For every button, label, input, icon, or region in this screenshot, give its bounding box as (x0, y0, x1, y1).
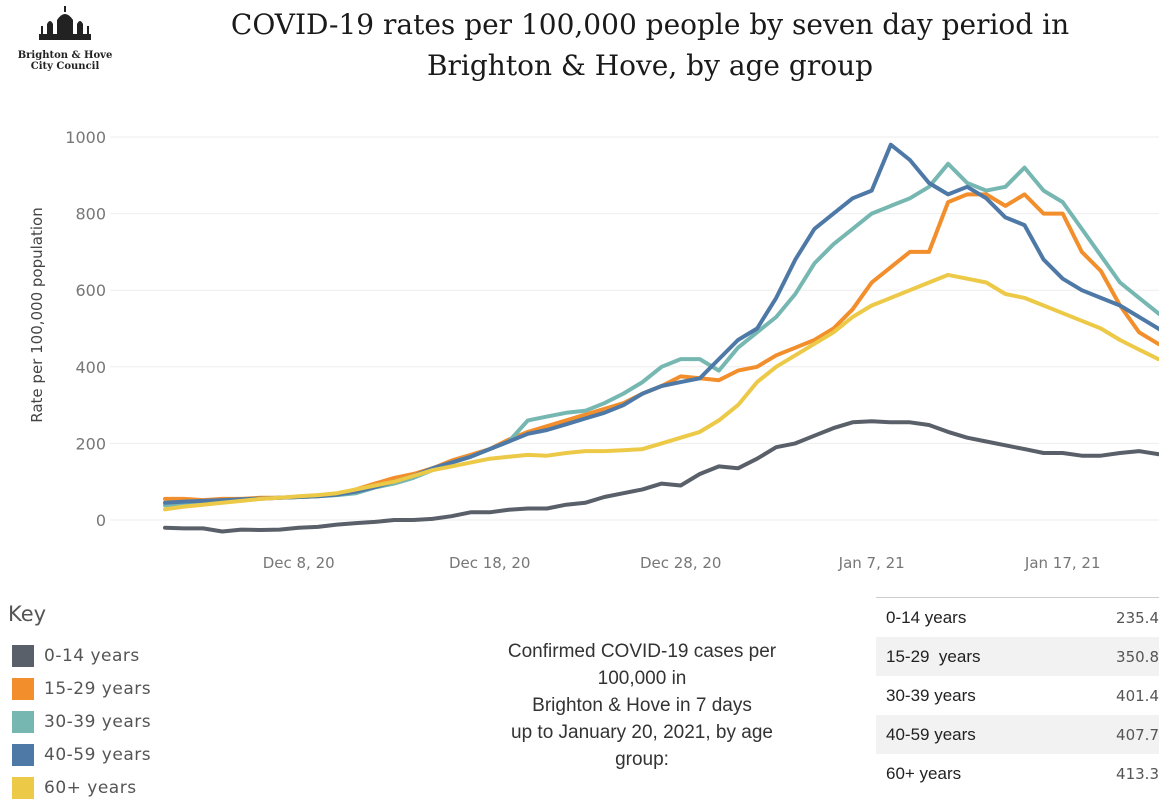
key-swatch (12, 777, 34, 799)
x-tick-label: Dec 28, 20 (640, 554, 722, 572)
key-swatch (12, 711, 34, 733)
x-tick-label: Dec 18, 20 (449, 554, 531, 572)
series-line (163, 192, 1159, 503)
key-label: 60+ years (44, 778, 137, 798)
series-line (163, 161, 1159, 508)
line-chart: 0 200 400 600 800 1000 Dec 8, 20 Dec 18, 20 Dec … (28, 128, 1159, 572)
y-tick-label: 400 (75, 358, 106, 377)
x-tick-label: Jan 7, 21 (838, 554, 905, 572)
rate-group: 30-39 years (886, 685, 976, 705)
rate-value: 407.7 (1116, 725, 1159, 744)
key-swatch (12, 678, 34, 700)
y-tick-label: 0 (96, 511, 106, 530)
y-tick-label: 1000 (65, 128, 106, 147)
key-label: 0-14 years (44, 646, 140, 666)
rates-table: 0-14 years 235.4 15-29 years 350.8 30-39… (876, 597, 1159, 793)
key-label: 30-39 years (44, 712, 152, 732)
key-item: 30-39 years (12, 708, 151, 736)
y-tick-label: 200 (75, 434, 106, 453)
title-line-1: COVID-19 rates per 100,000 people by sev… (230, 8, 1070, 41)
page-title: COVID-19 rates per 100,000 people by sev… (150, 4, 1150, 86)
rate-group: 0-14 years (886, 607, 967, 627)
series-line (163, 142, 1159, 505)
summary-line: 100,000 in (597, 668, 687, 689)
rate-row: 15-29 years 350.8 (876, 637, 1159, 676)
x-tick-label: Jan 17, 21 (1024, 554, 1101, 572)
rate-value: 350.8 (1116, 647, 1159, 666)
logo-text-1: Brighton & Hove (17, 50, 113, 61)
rate-value: 413.3 (1116, 764, 1159, 783)
y-axis-label: Rate per 100,000 population (28, 207, 46, 422)
summary-line: group: (615, 749, 669, 770)
series-line (163, 272, 1159, 512)
rate-group: 60+ years (886, 763, 962, 783)
summary-line: up to January 20, 2021, by age (511, 722, 773, 743)
council-logo: Brighton & Hove City Council (6, 6, 124, 86)
key-label: 15-29 years (44, 679, 152, 699)
y-tick-label: 600 (75, 281, 106, 300)
title-line-2: Brighton & Hove, by age group (426, 49, 874, 82)
summary-line: Brighton & Hove in 7 days (532, 695, 752, 716)
series-line (163, 419, 1159, 534)
rate-value: 401.4 (1116, 686, 1159, 705)
summary-line: Confirmed COVID-19 cases per (507, 641, 777, 662)
key-swatch (12, 744, 34, 766)
rate-row: 0-14 years 235.4 (876, 598, 1159, 637)
x-tick-label: Dec 8, 20 (263, 554, 335, 572)
rate-value: 235.4 (1116, 608, 1159, 627)
rate-group: 40-59 years (886, 724, 976, 744)
council-crest-icon (39, 6, 91, 40)
rate-row: 60+ years 413.3 (876, 754, 1159, 793)
key-item: 0-14 years (12, 642, 140, 670)
rate-row: 30-39 years 401.4 (876, 676, 1159, 715)
key-swatch (12, 645, 34, 667)
key-item: 40-59 years (12, 741, 151, 769)
rate-group: 15-29 years (886, 646, 981, 666)
logo-text-2: City Council (30, 61, 100, 72)
key-title: Key (8, 602, 47, 626)
key-label: 40-59 years (44, 745, 152, 765)
summary-text: Confirmed COVID-19 cases per 100,000 in … (462, 638, 822, 773)
key-item: 60+ years (12, 774, 137, 802)
key-item: 15-29 years (12, 675, 151, 703)
y-tick-label: 800 (75, 205, 106, 224)
rate-row: 40-59 years 407.7 (876, 715, 1159, 754)
